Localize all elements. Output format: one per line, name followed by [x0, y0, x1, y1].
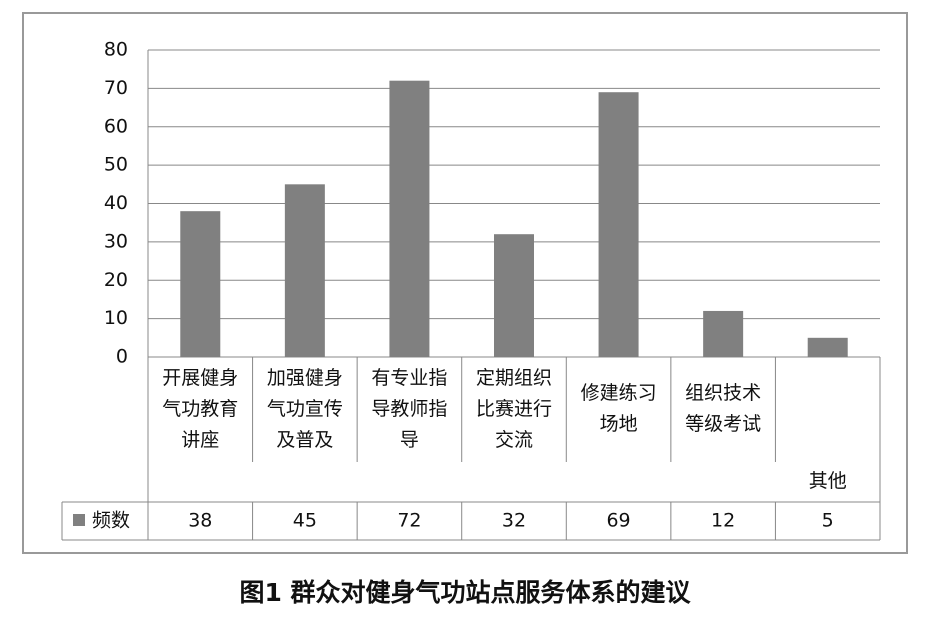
- table-value: 69: [606, 510, 630, 532]
- chart-border: [22, 12, 908, 554]
- x-tick-label: 加强健身气功宣传及普及: [267, 367, 343, 451]
- x-tick-label: 定期组织比赛进行交流: [476, 367, 552, 451]
- x-tick-label: 开展健身气功教育讲座: [162, 367, 238, 451]
- table-value: 45: [293, 510, 317, 532]
- y-tick-label: 80: [104, 39, 128, 61]
- y-tick-label: 0: [116, 346, 128, 368]
- y-tick-label: 60: [104, 115, 128, 137]
- x-tick-label: 有专业指导教师指导: [371, 367, 447, 451]
- bar: [598, 92, 639, 358]
- chart-caption: 图1 群众对健身气功站点服务体系的建议: [239, 578, 691, 607]
- bar: [389, 80, 430, 357]
- table-value: 32: [502, 510, 526, 532]
- bar: [284, 184, 325, 357]
- y-tick-label: 20: [104, 269, 128, 291]
- table-value: 12: [711, 510, 735, 532]
- bar: [703, 310, 744, 357]
- y-tick-label: 30: [104, 230, 128, 252]
- bar: [494, 234, 534, 357]
- table-value: 72: [397, 510, 421, 532]
- y-tick-label: 70: [104, 77, 128, 99]
- bar: [807, 337, 848, 357]
- x-tick-label: 修建练习场地: [581, 382, 657, 435]
- y-tick-label: 10: [104, 307, 128, 329]
- x-tick-label: 组织技术等级考试: [685, 382, 761, 435]
- legend-label: 频数: [92, 510, 130, 532]
- y-tick-label: 50: [104, 154, 128, 176]
- table-value: 38: [188, 510, 212, 532]
- table-value: 5: [822, 510, 834, 532]
- bar: [180, 211, 221, 357]
- legend-key: [73, 514, 85, 526]
- x-tick-label: 其他: [809, 470, 847, 492]
- y-tick-label: 40: [104, 192, 128, 214]
